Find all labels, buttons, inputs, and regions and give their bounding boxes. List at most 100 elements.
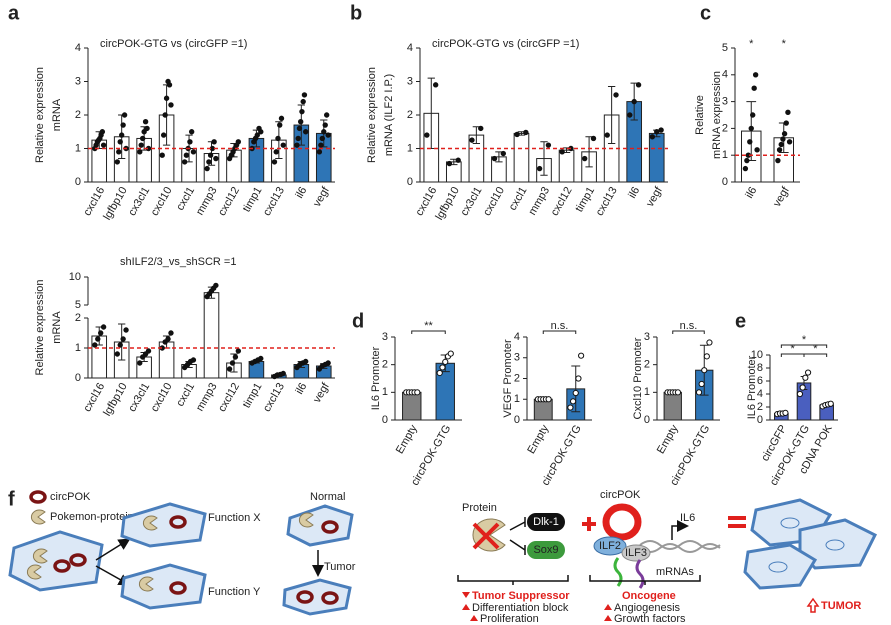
role-label: Angiogenesis	[614, 602, 681, 614]
ilf-icon	[621, 544, 651, 562]
data-point	[545, 142, 552, 148]
role-label: Differentiation block	[472, 602, 569, 614]
data-point	[145, 348, 152, 354]
data-point	[114, 351, 121, 357]
y-axis-label: mRNA	[51, 98, 63, 131]
panel-label: f	[8, 488, 15, 510]
data-point	[188, 129, 195, 135]
circ-icon	[296, 590, 314, 604]
data-point	[137, 360, 143, 366]
circ-label: circPOK	[600, 489, 641, 501]
data-point	[120, 336, 126, 342]
y-tick-label: 4	[407, 42, 413, 54]
circ-icon	[169, 515, 187, 529]
y-tick-label: 0	[722, 176, 728, 188]
data-point	[165, 336, 171, 342]
data-point	[162, 112, 168, 118]
error-bar	[540, 141, 548, 176]
nucleus	[768, 561, 788, 573]
data-point	[695, 389, 703, 396]
y-axis-label: mRNA (ILF2 I.P.)	[383, 74, 395, 156]
x-tick-label: cx3cl1	[126, 185, 152, 218]
data-point	[166, 82, 173, 88]
x-tick-label: cxcl10	[149, 381, 175, 414]
data-point	[163, 95, 170, 101]
data-point	[254, 132, 260, 138]
significance: **	[424, 320, 433, 332]
data-point	[139, 135, 146, 142]
x-tick-label: cxcl12	[216, 381, 242, 414]
panel-label: b	[350, 2, 362, 24]
protein-icon	[26, 564, 42, 580]
y-tick-label: 3	[407, 75, 413, 87]
bar	[533, 398, 553, 421]
circ-icon	[321, 591, 339, 605]
data-point	[278, 115, 285, 122]
data-point	[500, 150, 507, 157]
y-tick-label: 0	[382, 414, 388, 426]
bar	[558, 149, 575, 183]
data-point	[782, 409, 789, 416]
y-tick-label: 0	[757, 414, 763, 426]
panel-label: a	[8, 2, 20, 24]
bar	[203, 292, 220, 379]
data-point	[523, 129, 529, 136]
data-point	[92, 342, 98, 348]
bracket	[411, 330, 446, 334]
equals	[728, 516, 746, 528]
data-point	[635, 82, 642, 88]
significance: *	[813, 343, 818, 355]
data-point	[706, 339, 713, 346]
y-tick-label: 5	[722, 42, 728, 54]
data-point	[799, 384, 806, 391]
y-tick-label: 4	[757, 388, 763, 400]
data-point	[258, 129, 264, 135]
target-label: Sox9	[533, 544, 558, 556]
data-point	[325, 132, 331, 138]
cell	[120, 502, 207, 548]
data-point	[316, 149, 323, 155]
data-point	[478, 125, 484, 132]
state-label: Normal	[310, 491, 345, 503]
data-point	[300, 98, 306, 105]
data-point	[439, 364, 446, 371]
y-tick-label: 2	[407, 109, 413, 121]
data-point	[569, 398, 577, 405]
data-point	[100, 324, 107, 330]
data-point	[213, 155, 219, 162]
bracket	[542, 330, 577, 334]
x-tick-label: cxcl1	[174, 381, 197, 409]
x-tick-label: il6	[294, 381, 310, 397]
data-point	[802, 374, 809, 381]
y-axis-label: mRNA expression	[711, 71, 723, 159]
data-point	[296, 125, 303, 132]
y-tick-label: 2	[757, 401, 763, 413]
cell	[743, 543, 818, 590]
data-point	[138, 142, 144, 148]
role-label: Oncogene	[622, 590, 676, 602]
data-point	[181, 159, 188, 165]
data-point	[190, 149, 197, 155]
data-point	[536, 165, 543, 172]
data-point	[447, 350, 454, 357]
protein-icon	[142, 515, 158, 531]
data-point	[442, 358, 449, 365]
x-tick-label: Empty	[655, 423, 681, 456]
data-point	[578, 352, 585, 359]
data-point	[294, 142, 300, 148]
data-point	[776, 147, 783, 153]
data-point	[649, 134, 656, 140]
x-tick-label: timp1	[573, 185, 597, 214]
error-bar	[571, 365, 581, 413]
error-bar	[118, 323, 126, 361]
y-axis-label: Relative	[694, 95, 706, 135]
y-tick-label: 8	[757, 362, 763, 374]
data-point	[827, 400, 834, 407]
data-point	[627, 112, 633, 118]
y-tick-label: 0	[644, 414, 650, 426]
y-tick-label: 0	[75, 372, 81, 384]
ilf-label: ILF3	[625, 547, 647, 559]
data-point	[273, 149, 279, 155]
bar	[513, 132, 530, 183]
chart-title: shILF2/3_vs_shSCR =1	[120, 256, 236, 268]
